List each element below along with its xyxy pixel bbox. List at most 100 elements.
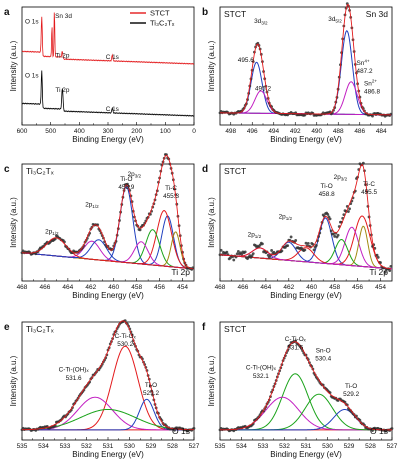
series-line-ti3c2tx [21, 70, 195, 117]
peak-label: 2p1/2 [279, 213, 293, 221]
data-point [289, 235, 293, 239]
data-point [332, 232, 335, 236]
x-tick-label: 531 [301, 443, 312, 450]
panel-letter: f [202, 322, 206, 333]
peak-label-sup: 2+ [372, 79, 378, 84]
region-label: Ti 2p [171, 267, 190, 277]
x-tick-label: 300 [103, 128, 114, 135]
fit-envelope [21, 154, 193, 270]
fit-envelope [219, 341, 392, 431]
panel-title: STCT [224, 166, 246, 176]
data-point [376, 256, 380, 259]
region-label: O 1s [172, 426, 190, 436]
data-point [329, 229, 333, 233]
x-tick-label: 533 [258, 443, 269, 450]
peak-label-sup: 4+ [364, 58, 370, 63]
data-point [389, 264, 393, 268]
peak-label-sub: 1/2 [92, 204, 99, 209]
peak-label-sub: 5/2 [335, 19, 342, 24]
peak-label-main: 2p [128, 171, 136, 178]
peak-label-main: Sn [364, 80, 372, 87]
peak-label: Sn 3d [55, 13, 72, 20]
panel-d: 468 466 464 462 460 458 456 454 Binding Energy (… [202, 161, 393, 300]
peak-value: 530.2 [117, 341, 133, 348]
data-point [269, 254, 272, 257]
x-tick-label: 531 [103, 443, 114, 450]
fit-envelope [219, 163, 391, 270]
peak-label: 495.2 [255, 85, 271, 92]
panel-c: 468 466 464 462 460 458 456 454 Binding Energy (… [4, 153, 195, 300]
data-point [303, 248, 307, 252]
x-tick-label: 600 [17, 128, 28, 135]
peak-label-sub: 1/2 [52, 231, 59, 236]
fit-component [22, 398, 194, 431]
data-point [348, 207, 351, 211]
peak-label: 3d5/2 [328, 16, 342, 24]
peak-value: 486.8 [364, 88, 380, 95]
x-tick-label: 486 [354, 128, 365, 135]
data-point [240, 252, 244, 256]
peak-label: 2p1/2 [248, 232, 262, 240]
data-point [312, 248, 316, 252]
peak-label-sub: 3/2 [135, 174, 142, 179]
peak-label: Sn-O [316, 347, 331, 354]
raw-data-points [20, 319, 196, 433]
x-tick-label: 528 [365, 443, 376, 450]
peak-value: 529.2 [343, 391, 359, 398]
x-axis-label: Binding Energy (eV) [270, 135, 342, 144]
data-point [286, 244, 290, 248]
peak-label: C-Ti-(OH)ₓ [59, 367, 90, 374]
x-tick-label: 534 [236, 443, 247, 450]
peak-value: 458.9 [118, 184, 134, 191]
data-point [306, 241, 310, 245]
data-point [328, 217, 332, 221]
peak-label: Ti-O [145, 382, 157, 389]
x-tick-label: 496 [247, 128, 258, 135]
data-point [232, 258, 236, 262]
peak-label-main: 2p [248, 232, 256, 239]
data-point [261, 242, 264, 246]
panel-e: 535 534 533 532 531 530 529 528 527 Binding Energ… [4, 319, 200, 459]
data-point [280, 249, 284, 253]
plot-frame [219, 163, 393, 282]
peak-label: C 1s [106, 54, 119, 61]
panel-a: 600 500 400 300 200 100 0 Binding Energy (eV) In… [4, 6, 196, 144]
data-point [225, 250, 229, 254]
data-point [371, 114, 374, 118]
x-tick-label: 460 [306, 284, 317, 291]
x-tick-label: 400 [74, 128, 85, 135]
peak-label: Ti-O [345, 383, 357, 390]
y-axis-label: Intensity (a.u.) [207, 40, 216, 91]
fit-component [220, 373, 392, 431]
plot-frame [21, 163, 195, 282]
peak-label: Ti-O [120, 176, 132, 183]
data-point [251, 252, 255, 256]
peak-value: 487.2 [357, 68, 373, 75]
x-tick-label: 468 [17, 284, 28, 291]
x-tick-label: 468 [215, 284, 226, 291]
peak-label-sub: 1/2 [286, 216, 293, 221]
y-axis-label: Intensity (a.u.) [9, 197, 18, 248]
region-label: O 1s [370, 426, 388, 436]
x-tick-label: 484 [376, 128, 387, 135]
region-label: Ti 2p [369, 267, 388, 277]
plot-frame [219, 321, 393, 441]
data-point [336, 233, 340, 237]
x-tick-label: 492 [290, 128, 301, 135]
peak-label: Sn2+ [364, 79, 377, 88]
data-point [375, 253, 379, 257]
x-axis-label: Binding Energy (eV) [270, 291, 342, 300]
peak-label-sub: 1/2 [255, 234, 262, 239]
peak-value: 529.2 [143, 390, 159, 397]
plot-frame [21, 321, 195, 441]
panel-title: STCT [224, 324, 246, 334]
peak-label: Ti 2p [55, 87, 69, 94]
fit-component [21, 396, 194, 431]
peak-label-main: 2p [334, 174, 342, 181]
y-axis-label: Intensity (a.u.) [207, 197, 216, 248]
x-tick-label: 454 [375, 284, 386, 291]
peak-label: 2p3/2 [334, 174, 348, 182]
data-point [303, 113, 307, 117]
data-point [270, 249, 273, 252]
x-tick-label: 494 [268, 128, 279, 135]
